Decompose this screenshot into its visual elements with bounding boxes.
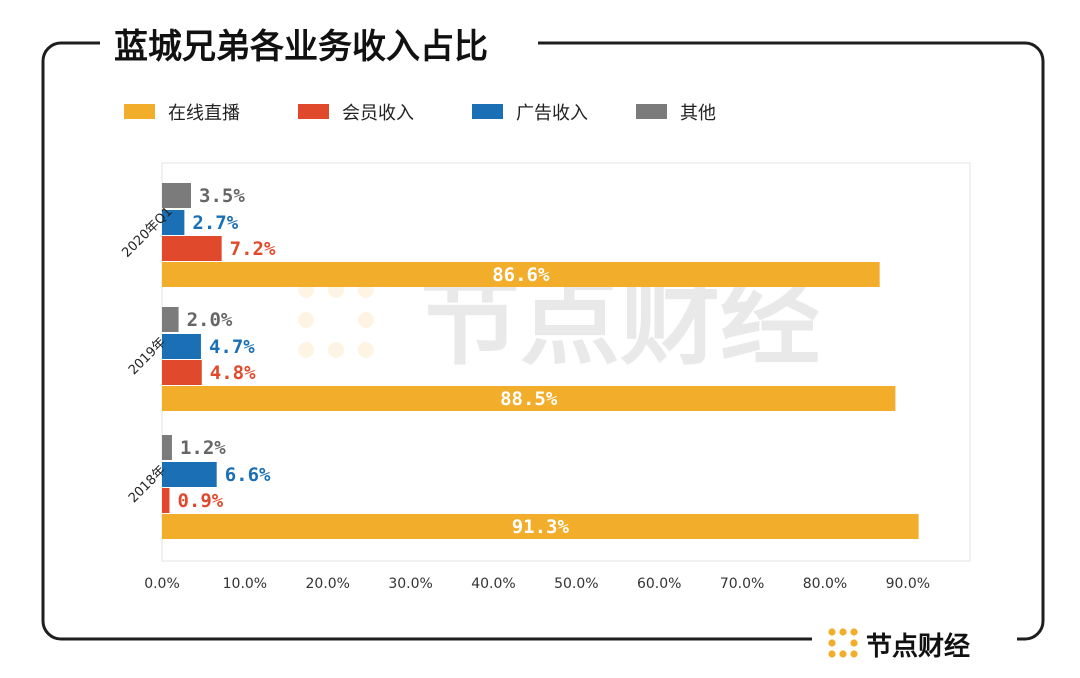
x-tick-label: 80.0% bbox=[803, 576, 847, 592]
bar bbox=[162, 307, 179, 332]
brand-logo-icon bbox=[828, 628, 858, 658]
chart-title: 蓝城兄弟各业务收入占比 bbox=[114, 27, 488, 67]
bar-value-label: 2.0% bbox=[187, 309, 233, 331]
bar bbox=[162, 210, 185, 235]
legend-swatch bbox=[472, 104, 503, 119]
title-gap bbox=[100, 28, 538, 58]
frame-border bbox=[41, 41, 1045, 641]
x-tick-labels-group: 0.0% 10.0% 20.0% 30.0% 40.0% 50.0% 60.0% 70.0% 8… bbox=[144, 576, 930, 592]
x-tick-label: 70.0% bbox=[720, 576, 764, 592]
bar-value-label: 6.6% bbox=[225, 464, 271, 486]
bar-value-label: 4.7% bbox=[209, 336, 255, 358]
bar bbox=[162, 236, 222, 261]
x-tick-label: 40.0% bbox=[471, 576, 515, 592]
legend-swatch bbox=[636, 104, 667, 119]
legend-swatch bbox=[298, 104, 329, 119]
x-tick-label: 60.0% bbox=[637, 576, 681, 592]
legend-label: 广告收入 bbox=[516, 103, 588, 124]
bar-value-label: 3.5% bbox=[199, 185, 245, 207]
brand-name: 节点财经 bbox=[866, 631, 970, 662]
watermark-logo-icon bbox=[298, 282, 374, 358]
bar bbox=[162, 183, 192, 208]
legend-label: 其他 bbox=[680, 103, 716, 124]
x-tick-label: 20.0% bbox=[306, 576, 350, 592]
x-tick-label: 90.0% bbox=[886, 576, 930, 592]
bar bbox=[162, 334, 201, 359]
legend-label: 在线直播 bbox=[168, 103, 240, 124]
bar-labels-group: 3.5% 2.7% 7.2% 86.6% 2.0% 4.7% 4.8% 88.5% 1.2% 6.… bbox=[177, 185, 569, 538]
bar bbox=[162, 488, 170, 513]
bars-group bbox=[162, 183, 919, 539]
bar-value-label: 0.9% bbox=[177, 490, 223, 512]
bar bbox=[162, 360, 202, 385]
bar bbox=[162, 386, 896, 411]
bar-value-label: 1.2% bbox=[180, 437, 226, 459]
legend-label: 会员收入 bbox=[342, 103, 414, 124]
bar bbox=[162, 262, 880, 287]
bar-value-label: 2.7% bbox=[192, 212, 238, 234]
x-tick-label: 0.0% bbox=[144, 576, 180, 592]
bar-value-label: 4.8% bbox=[210, 362, 256, 384]
bar-value-label: 91.3% bbox=[512, 516, 570, 538]
legend-swatch bbox=[124, 104, 155, 119]
bar bbox=[162, 435, 172, 460]
x-tick-label: 50.0% bbox=[554, 576, 598, 592]
brand-gap bbox=[812, 624, 1017, 654]
bar bbox=[162, 462, 217, 487]
bar bbox=[162, 514, 919, 539]
x-tick-label: 10.0% bbox=[223, 576, 267, 592]
legend: 在线直播 会员收入 广告收入 其他 bbox=[124, 103, 716, 124]
x-tick-label: 30.0% bbox=[388, 576, 432, 592]
bar-value-label: 86.6% bbox=[492, 264, 550, 286]
bar-value-label: 7.2% bbox=[230, 238, 276, 260]
bar-value-label: 88.5% bbox=[500, 388, 558, 410]
